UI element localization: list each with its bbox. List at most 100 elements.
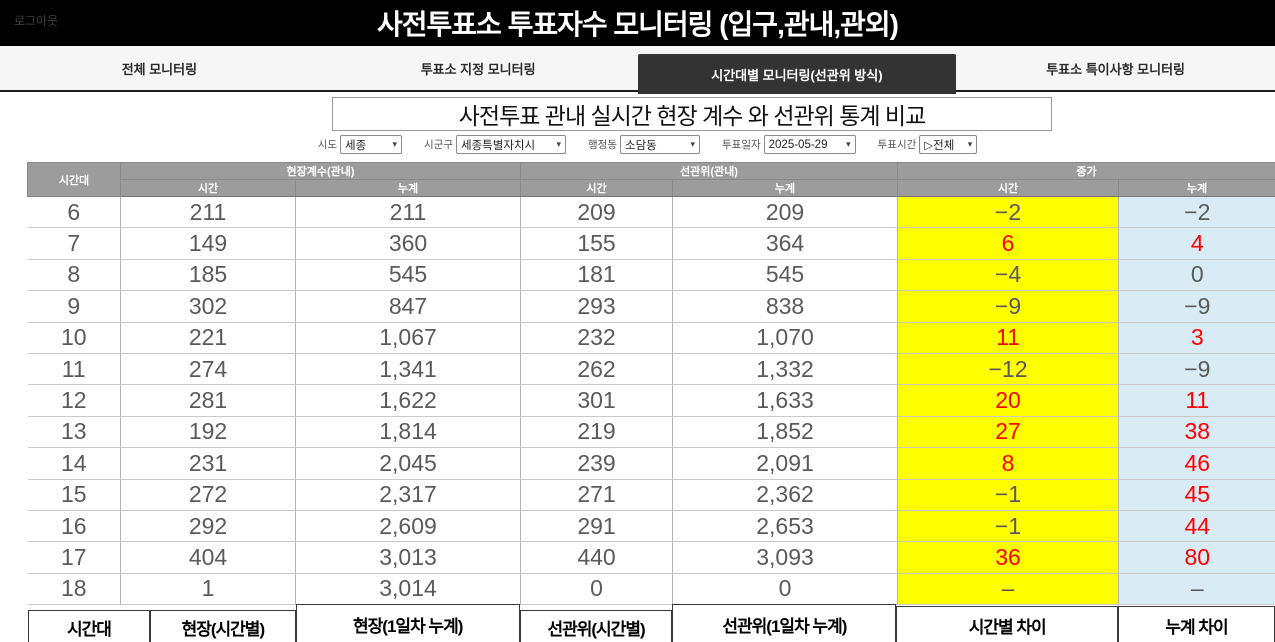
filter-time: 투표시간 ▷전체 ▾ (878, 135, 978, 154)
subheader-nec-cum: 누계 (672, 179, 899, 197)
filter-sido: 시도 세종 ▾ (318, 135, 403, 154)
nec-cum-cell: 2,091 (672, 447, 899, 480)
column-legend-row: 시간대 현장(시간별) 현장(1일차 누계) 선관위(시간별) 선관위(1일차 … (28, 604, 1275, 642)
col-group-nec: 선관위(관내) (520, 162, 899, 180)
site-cum-cell: 847 (294, 290, 522, 323)
nec-hour-cell: 219 (520, 415, 674, 449)
diff-cum-cell: 46 (1118, 447, 1275, 480)
site-cum-cell: 1,067 (294, 321, 522, 354)
filter-time-label: 투표시간 (877, 139, 917, 151)
legend-nec-cum: 선관위(1일차 누계) (672, 604, 897, 642)
table-row: 13 192 1,814 219 1,852 27 38 (27, 415, 1275, 449)
hour-cell: 8 (27, 258, 121, 292)
diff-cum-cell: 80 (1118, 541, 1275, 574)
col-group-increase: 증가 (897, 162, 1275, 180)
logout-link[interactable]: 로그아웃 (14, 14, 59, 28)
nec-hour-cell: 440 (520, 541, 674, 574)
diff-cum-cell: 11 (1118, 384, 1275, 417)
diff-cum-cell: −9 (1118, 290, 1275, 323)
site-hour-cell: 281 (120, 384, 296, 417)
diff-hour-cell: −1 (897, 478, 1120, 511)
diff-hour-cell: 36 (897, 541, 1120, 574)
hourly-comparison-table: 시간대 현장계수(관내) 선관위(관내) 증가 시간 누계 시간 누계 시간 누… (27, 162, 1275, 606)
col-group-site-count: 현장계수(관내) (119, 162, 522, 180)
tab-issues-monitoring[interactable]: 투표소 특이사항 모니터링 (1046, 61, 1186, 77)
site-cum-cell: 1,814 (294, 415, 522, 449)
table-row: 18 1 3,014 0 0– – (27, 572, 1275, 606)
sigungu-select[interactable]: 세종특별자치시 ▾ (456, 135, 567, 154)
diff-cum-cell: – (1118, 572, 1275, 606)
site-cum-cell: 2,609 (294, 509, 522, 543)
diff-cum-cell: 3 (1118, 321, 1275, 354)
col-header-hour: 시간대 (27, 162, 121, 197)
filter-bar: 시도 세종 ▾ 시군구 세종특별자치시 ▾ 행정동 소담동 ▾ 투표일자 202… (0, 135, 1275, 154)
table-row: 10 221 1,067 232 1,070 11 3 (27, 321, 1275, 354)
site-hour-cell: 231 (120, 447, 296, 480)
nec-hour-cell: 0 (520, 572, 674, 606)
tab-hourly-monitoring[interactable]: 시간대별 모니터링(선관위 방식) (637, 54, 957, 94)
diff-hour-cell: −12 (897, 352, 1120, 386)
nec-cum-cell: 1,852 (672, 415, 899, 449)
sido-select[interactable]: 세종 ▾ (340, 135, 403, 154)
legend-hour: 시간대 (28, 610, 150, 642)
site-hour-cell: 404 (120, 541, 296, 574)
diff-hour-cell: 6 (897, 227, 1120, 260)
site-cum-cell: 3,014 (294, 572, 522, 606)
diff-hour-cell: −1 (897, 509, 1120, 543)
table-row: 7 149 360 155 364 6 4 (27, 227, 1275, 260)
nec-hour-cell: 301 (520, 384, 674, 417)
diff-cum-cell: 38 (1118, 415, 1275, 449)
nec-cum-cell: 0 (672, 572, 899, 606)
chevron-down-icon: ▾ (556, 139, 562, 149)
diff-hour-cell: 20 (897, 384, 1120, 417)
site-cum-cell: 2,317 (294, 478, 522, 511)
site-hour-cell: 211 (120, 195, 296, 229)
nec-hour-cell: 155 (520, 227, 674, 260)
tab-overall-monitoring[interactable]: 전체 모니터링 (121, 61, 198, 77)
site-hour-cell: 292 (120, 509, 296, 543)
filter-date-label: 투표일자 (722, 139, 761, 151)
nec-hour-cell: 181 (520, 258, 674, 292)
diff-cum-cell: −9 (1118, 352, 1275, 386)
site-cum-cell: 3,013 (294, 541, 522, 574)
site-cum-cell: 1,622 (294, 384, 522, 417)
nec-hour-cell: 293 (520, 290, 674, 323)
site-hour-cell: 221 (120, 321, 296, 354)
nec-cum-cell: 3,093 (672, 541, 899, 574)
site-cum-cell: 2,045 (294, 447, 522, 480)
diff-hour-cell: – (897, 572, 1120, 606)
table-body: 6 211 211 209 209 −2 −2 7 149 360 155 364 6 4 8 185 545 1… (27, 195, 1275, 606)
table-row: 8 185 545 181 545 −4 0 (27, 258, 1275, 292)
date-select[interactable]: 2025-05-29 ▾ (763, 135, 856, 154)
table-row: 11 274 1,341 262 1,332 −12 −9 (27, 352, 1275, 386)
hour-cell: 10 (27, 321, 121, 354)
subheader-site-cum: 누계 (294, 179, 522, 197)
nec-cum-cell: 1,070 (672, 321, 899, 354)
hour-cell: 9 (27, 290, 121, 323)
tab-bar: 전체 모니터링 투표소 지정 모니터링 시간대별 모니터링(선관위 방식) 투표… (0, 46, 1275, 94)
table-row: 12 281 1,622 301 1,633 20 11 (27, 384, 1275, 417)
site-cum-cell: 360 (294, 227, 522, 260)
nec-cum-cell: 2,362 (672, 478, 899, 511)
diff-hour-cell: −4 (897, 258, 1120, 292)
table-row: 6 211 211 209 209 −2 −2 (27, 195, 1275, 229)
page-title: 사전투표소 투표자수 모니터링 (입구,관내,관외) (377, 9, 899, 40)
chevron-down-icon: ▾ (967, 139, 973, 149)
diff-cum-cell: 45 (1118, 478, 1275, 511)
nec-hour-cell: 239 (520, 447, 674, 480)
diff-cum-cell: 0 (1118, 258, 1275, 292)
diff-cum-cell: −2 (1118, 195, 1275, 229)
table-row: 14 231 2,045 239 2,091 8 46 (27, 447, 1275, 480)
tab-station-monitoring[interactable]: 투표소 지정 모니터링 (420, 61, 536, 77)
legend-site-cum: 현장(1일차 누계) (295, 604, 520, 642)
site-hour-cell: 1 (120, 572, 296, 606)
site-cum-cell: 211 (294, 195, 522, 229)
nec-hour-cell: 262 (520, 352, 674, 386)
time-select[interactable]: ▷전체 ▾ (919, 135, 978, 154)
subheader-site-hour: 시간 (120, 179, 296, 197)
site-hour-cell: 149 (120, 227, 296, 260)
hour-cell: 14 (27, 447, 121, 480)
dong-select[interactable]: 소담동 ▾ (620, 135, 700, 154)
diff-cum-cell: 4 (1118, 227, 1275, 260)
